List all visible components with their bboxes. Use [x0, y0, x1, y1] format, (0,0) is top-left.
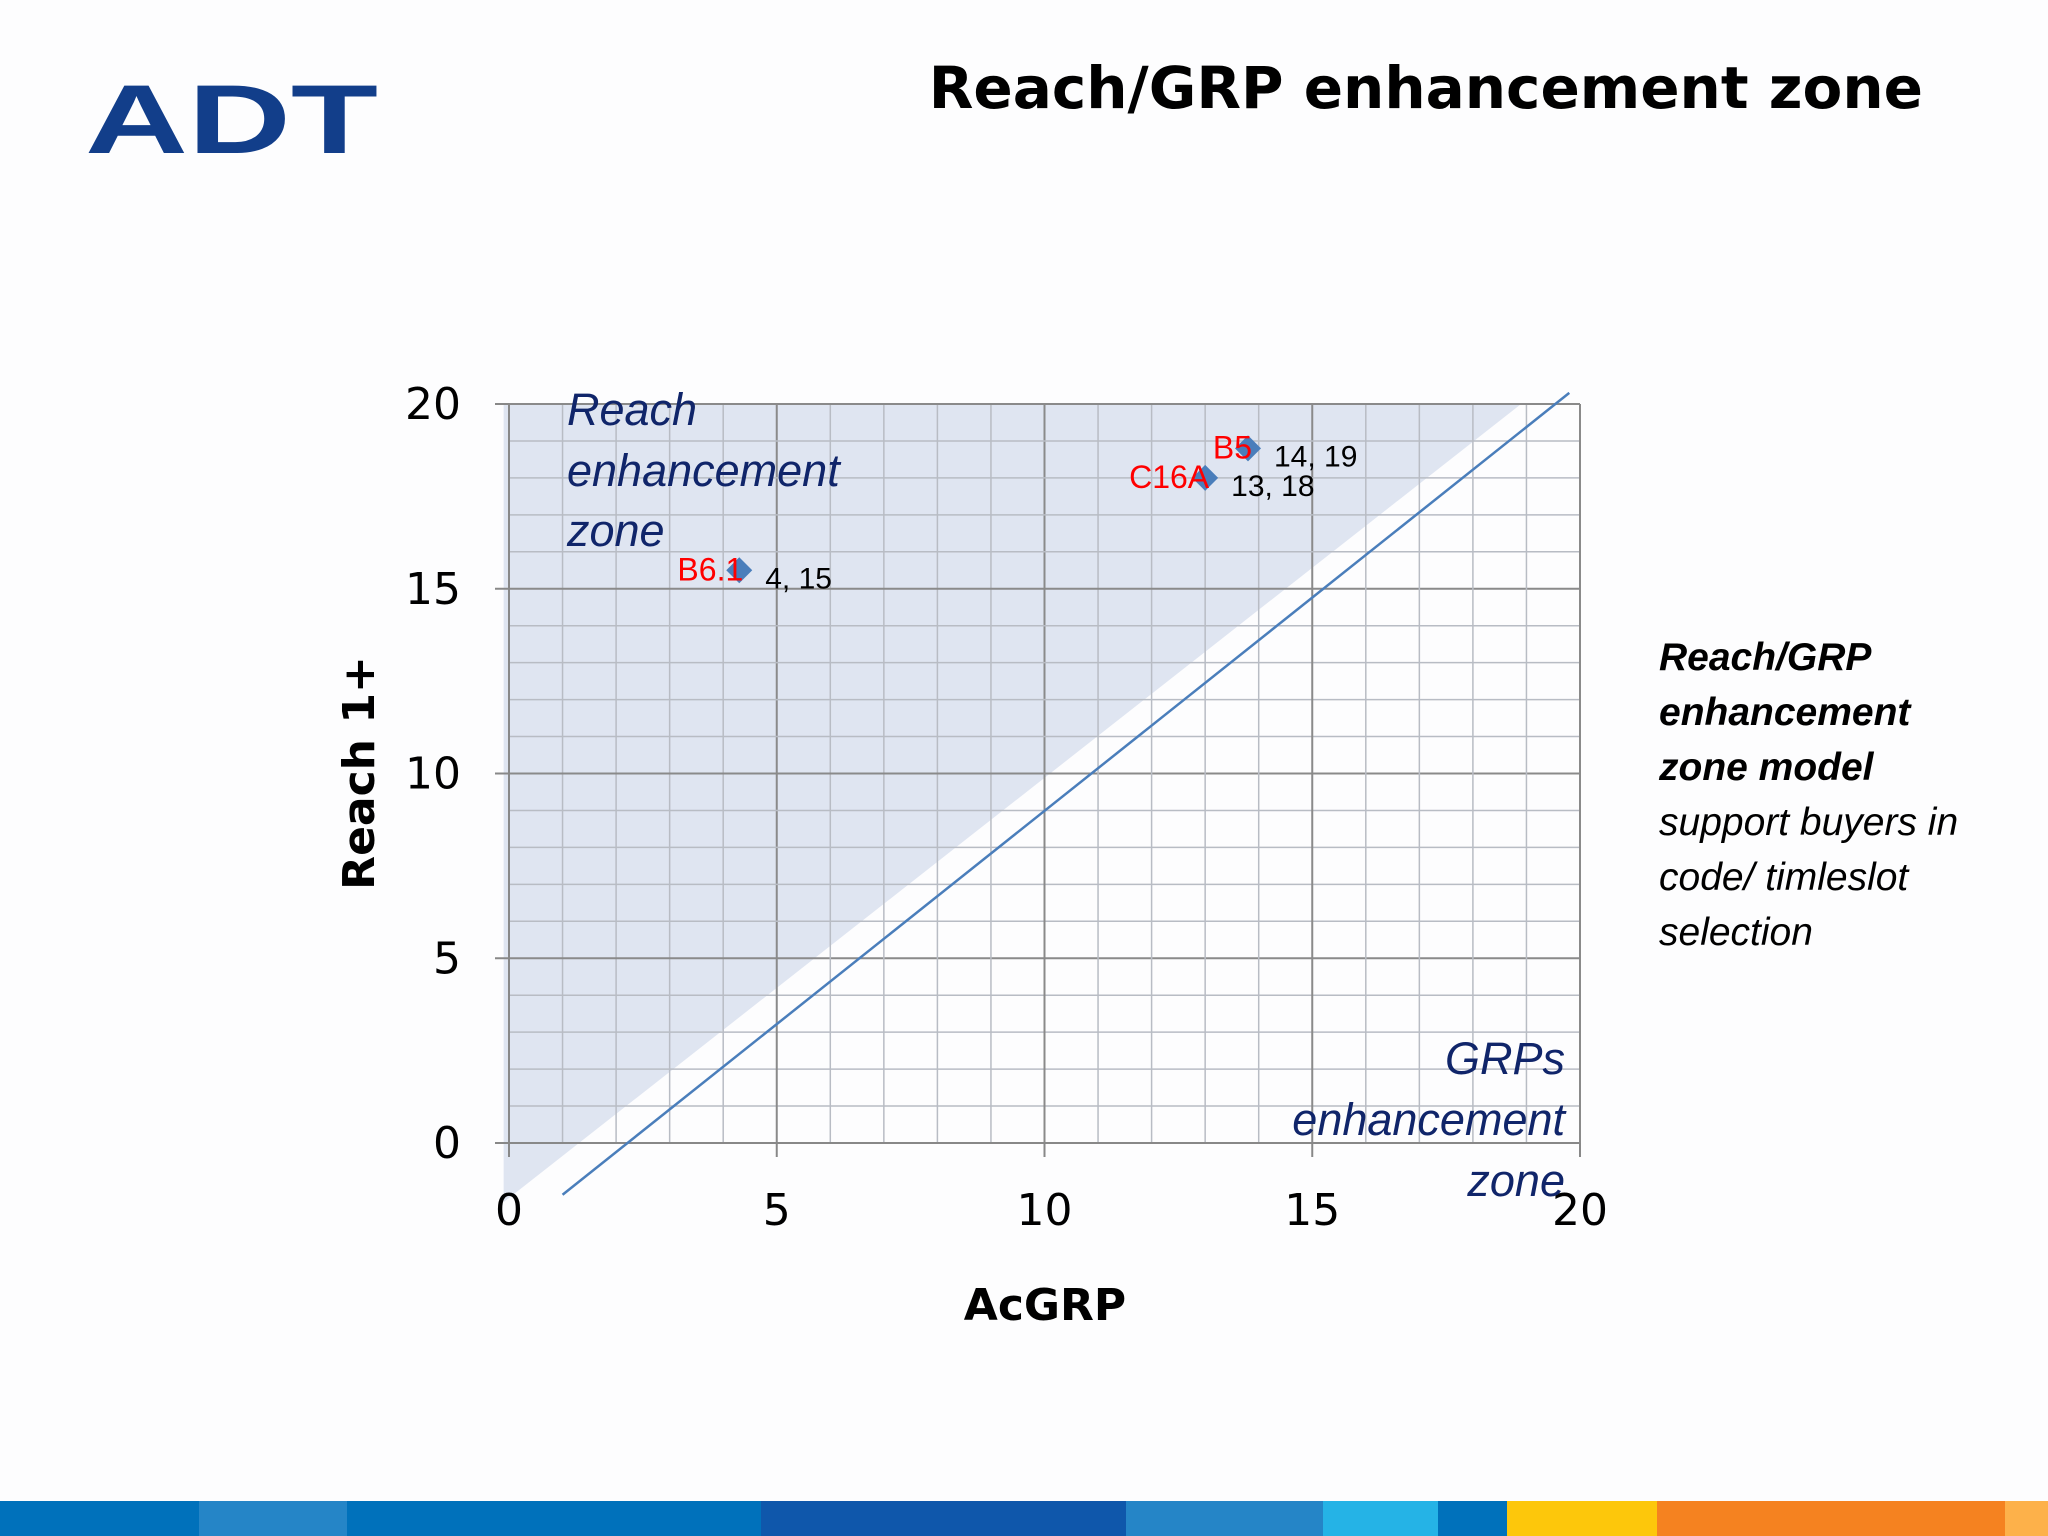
diagonal-line — [561, 391, 1571, 1196]
side-note-line: Reach/GRP — [1659, 636, 1872, 679]
x-tick-label: 20 — [1552, 1185, 1608, 1236]
footer-color-segment — [347, 1501, 761, 1536]
footer-color-segment — [761, 1501, 1126, 1536]
reach-zone-area — [503, 404, 1522, 1203]
grid — [508, 403, 1581, 1144]
slide-title: Reach/GRP enhancement zone — [929, 54, 1923, 122]
y-tick-label: 15 — [405, 564, 461, 615]
x-tick-label: 15 — [1284, 1185, 1340, 1236]
side-note-line: support buyers in — [1659, 801, 1958, 844]
data-point-marker — [726, 557, 753, 584]
reach-zone-line: zone — [566, 505, 665, 556]
y-tick-label: 0 — [433, 1118, 461, 1169]
footer-color-segment — [1507, 1501, 1657, 1536]
adt-logo: ADT — [85, 64, 378, 174]
side-note: Reach/GRP enhancement zone model support… — [1658, 636, 1958, 954]
data-point-label: 14, 19 — [1274, 440, 1357, 473]
axes — [495, 403, 1581, 1157]
y-tick-label: 5 — [433, 933, 461, 984]
y-tick-label: 20 — [405, 379, 461, 430]
grps-zone-line: enhancement — [1292, 1094, 1567, 1145]
chart: 0 5 10 15 20 0 5 10 15 20 B6.1 4, 15 C16A 13, 18 B5 14… — [334, 379, 1608, 1331]
footer-color-bar — [0, 1501, 2048, 1536]
y-axis-title: Reach 1+ — [334, 656, 385, 890]
footer-color-segment — [1438, 1501, 1507, 1536]
footer-color-segment — [1323, 1501, 1438, 1536]
data-point-label: 4, 15 — [765, 562, 832, 595]
data-point-marker — [1234, 435, 1261, 462]
data-point-name: B5 — [1213, 429, 1252, 465]
footer-color-segment — [0, 1501, 199, 1536]
tick-labels: 0 5 10 15 20 0 5 10 15 20 — [405, 379, 1608, 1236]
reach-zone-shading — [503, 404, 1522, 1203]
side-note-line: zone model — [1658, 746, 1875, 789]
x-tick-label: 5 — [763, 1185, 791, 1236]
footer-color-segment — [199, 1501, 347, 1536]
footer-color-segment — [1657, 1501, 2005, 1536]
grps-zone-line: zone — [1466, 1155, 1565, 1206]
side-note-line: code/ timleslot — [1659, 856, 1910, 899]
x-axis-title: AcGRP — [964, 1280, 1126, 1331]
grps-zone-line: GRPs — [1445, 1033, 1565, 1084]
x-tick-label: 10 — [1017, 1185, 1073, 1236]
y-tick-label: 10 — [405, 749, 461, 800]
reach-zone-line: Reach — [567, 384, 697, 435]
reach-zone-line: enhancement — [567, 445, 842, 496]
side-note-line: enhancement — [1659, 691, 1912, 734]
data-point-name: C16A — [1129, 459, 1210, 495]
side-note-line: selection — [1659, 911, 1813, 954]
data-point-marker — [1192, 464, 1219, 491]
data-point-name: B6.1 — [677, 551, 743, 587]
footer-color-segment — [1126, 1501, 1323, 1536]
data-point-label: 13, 18 — [1231, 470, 1314, 503]
x-tick-label: 0 — [495, 1185, 523, 1236]
data-points: B6.1 4, 15 C16A 13, 18 B5 14, 19 — [677, 429, 1357, 595]
diagonal-reference-line — [561, 391, 1571, 1196]
footer-color-segment — [2005, 1501, 2048, 1536]
reach-zone-label: Reach enhancement zone — [566, 384, 842, 556]
grps-zone-label: GRPs enhancement zone — [1292, 1033, 1567, 1206]
